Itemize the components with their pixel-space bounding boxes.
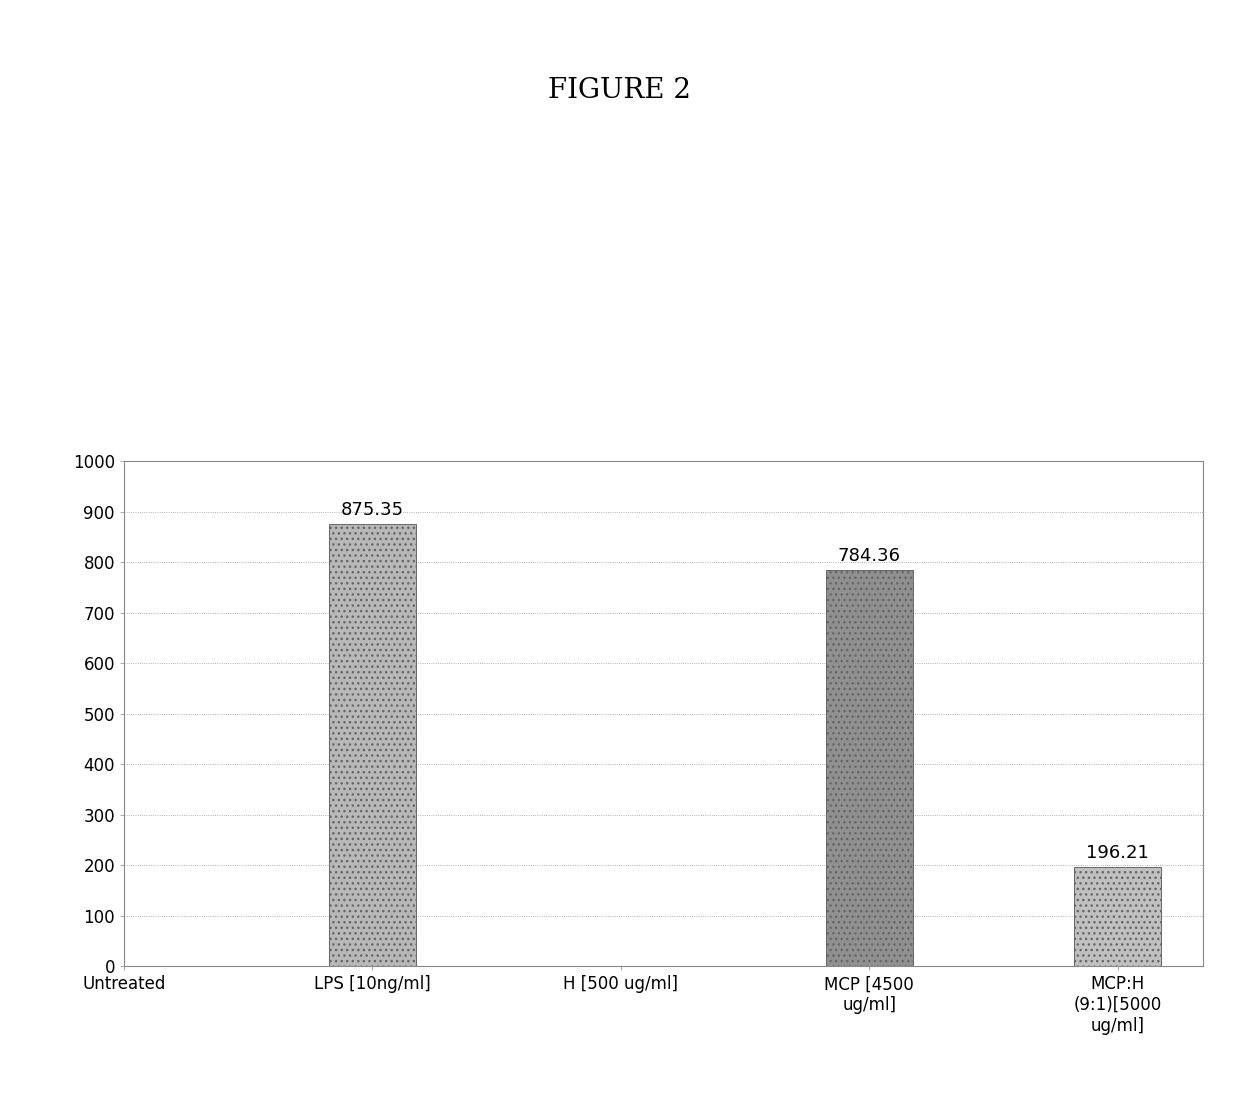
Text: 196.21: 196.21 <box>1086 844 1149 862</box>
Text: 875.35: 875.35 <box>341 501 404 519</box>
Text: FIGURE 2: FIGURE 2 <box>548 77 692 104</box>
Bar <box>1074 867 1161 966</box>
Bar <box>329 524 415 966</box>
Text: 784.36: 784.36 <box>838 547 900 565</box>
Bar <box>826 570 913 966</box>
